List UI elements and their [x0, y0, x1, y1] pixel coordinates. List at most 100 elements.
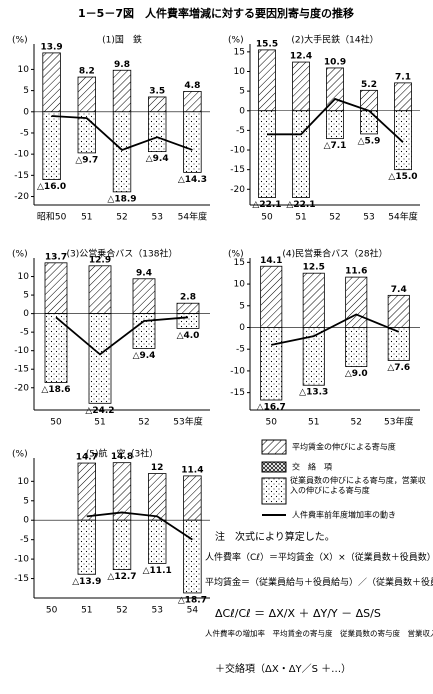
- y-tick-label: 5: [23, 86, 29, 96]
- value-label: △9.4: [133, 351, 156, 361]
- y-tick-label: 5: [23, 291, 29, 301]
- value-label: 14.1: [260, 256, 282, 266]
- value-label: 11.4: [181, 465, 203, 475]
- value-label: △7.1: [324, 141, 347, 151]
- trend-line: [55, 316, 189, 356]
- value-label: 12.9: [89, 255, 111, 265]
- value-label: 5.2: [361, 80, 377, 90]
- y-tick-label: 15: [234, 258, 245, 268]
- legend-swatch: [261, 461, 287, 473]
- value-label: 13.7: [45, 252, 67, 262]
- value-label: △9.4: [146, 154, 169, 164]
- bar-segment: [44, 313, 68, 383]
- panel-title: (5)航 空（3社）: [86, 448, 158, 460]
- value-label: 9.8: [114, 60, 130, 70]
- y-tick-label: -5: [20, 535, 29, 545]
- y-tick-label: -5: [20, 128, 29, 138]
- value-label: △12.7: [107, 572, 136, 582]
- legend-swatch: [261, 477, 287, 505]
- x-tick-label: 昭和50: [37, 212, 67, 223]
- value-label: 4.8: [184, 81, 200, 91]
- bar-segment: [77, 519, 97, 575]
- value-label: 8.2: [79, 67, 95, 77]
- y-tick-label: 0: [23, 309, 29, 319]
- y-tick-label: -20: [14, 192, 29, 202]
- panel-title: (2)大手民鉄（14社）: [291, 34, 378, 46]
- value-label: 7.4: [391, 285, 407, 295]
- y-tick-label: -5: [236, 126, 245, 136]
- y-tick-label: 10: [234, 280, 246, 290]
- bar-segment: [260, 327, 283, 401]
- value-label: △15.0: [388, 172, 417, 182]
- bar-segment: [147, 96, 167, 113]
- value-label: △9.7: [75, 155, 98, 165]
- page-title: 1－5－7図 人件費率増減に対する要因別寄与度の推移: [78, 6, 354, 20]
- x-tick-label: 53年度: [384, 416, 413, 428]
- note: 人件費率（Cℓ）＝平均賃金（X）×（従業員数＋役員数）／営業収入（S）: [205, 553, 433, 563]
- bar-segment: [292, 61, 310, 112]
- y-tick-label: -10: [14, 555, 29, 565]
- y-tick-label: 10: [18, 477, 30, 487]
- panel-title: (1)国 鉄: [102, 34, 142, 46]
- value-label: △7.6: [387, 363, 410, 373]
- y-tick-label: -20: [230, 185, 245, 195]
- x-tick-label: 51: [94, 418, 105, 428]
- note: 注 次式により算定した。: [215, 532, 335, 543]
- trend-line: [86, 511, 193, 541]
- value-label: 10.9: [324, 57, 346, 67]
- bar-segment: [345, 276, 368, 328]
- bar-segment: [88, 265, 112, 315]
- x-tick-label: 52: [116, 213, 127, 223]
- legend-label: 従業員数の伸びによる寄与度，営業収入の伸びによる寄与度: [290, 476, 426, 495]
- x-tick-label: 54: [187, 606, 199, 616]
- y-tick-label: -5: [236, 345, 245, 355]
- y-unit: (%): [12, 36, 28, 46]
- y-unit: (%): [228, 36, 244, 46]
- legend-label-box: 従業員数の伸びによる寄与度，営業収入の伸びによる寄与度: [290, 476, 426, 495]
- bar-segment: [112, 111, 132, 193]
- bar-segment: [183, 111, 202, 173]
- note: ＋交絡項（ΔX・ΔY／S ＋…）: [215, 664, 352, 675]
- y-tick-label: 5: [239, 87, 245, 97]
- value-label: 15.5: [256, 39, 278, 49]
- bar-segment: [77, 462, 97, 521]
- bar-segment: [258, 110, 276, 198]
- bar-segment: [394, 82, 412, 112]
- x-tick-label: 53: [151, 606, 162, 616]
- y-unit: (%): [12, 250, 28, 260]
- panel-title: (3)公営乗合バス（138社）: [67, 248, 178, 260]
- bar-segment: [394, 110, 412, 171]
- x-tick-label: 54年度: [178, 211, 207, 223]
- bar-segment: [302, 272, 325, 328]
- bar-segment: [360, 89, 378, 112]
- bar-segment: [147, 473, 167, 521]
- value-label: 11.6: [345, 267, 367, 277]
- x-tick-label: 50: [50, 418, 62, 428]
- x-tick-label: 53年度: [173, 416, 202, 428]
- value-label: △14.3: [178, 175, 207, 185]
- value-label: △5.9: [358, 136, 381, 146]
- bar-segment: [292, 110, 310, 198]
- y-tick-label: -10: [14, 346, 29, 356]
- x-tick-label: 54年度: [388, 211, 417, 223]
- legend-label: 交 絡 項: [292, 462, 332, 472]
- y-unit: (%): [228, 250, 244, 260]
- y-tick-label: 0: [23, 516, 29, 526]
- x-tick-label: 51: [308, 418, 319, 428]
- legend-label: 平均賃金の伸びによる寄与度: [292, 442, 396, 452]
- legend: 平均賃金の伸びによる寄与度 交 絡 項 従業員数の伸びによる寄与度，営業収入の伸…: [261, 439, 426, 520]
- value-label: 9.4: [136, 268, 152, 278]
- note: ΔCℓ/Cℓ ＝ ΔX/X ＋ ΔY/Y － ΔS/S: [215, 607, 381, 620]
- bar-segment: [360, 110, 378, 135]
- y-tick-label: -5: [20, 328, 29, 338]
- y-tick-label: -15: [14, 365, 29, 375]
- y-tick-label: 0: [239, 106, 245, 116]
- y-tick-label: -15: [14, 574, 29, 584]
- y-tick-label: -10: [230, 366, 245, 376]
- value-label: 2.8: [180, 293, 196, 303]
- x-tick-label: 52: [329, 213, 340, 223]
- x-tick-label: 50: [266, 418, 278, 428]
- bar-segment: [77, 76, 97, 113]
